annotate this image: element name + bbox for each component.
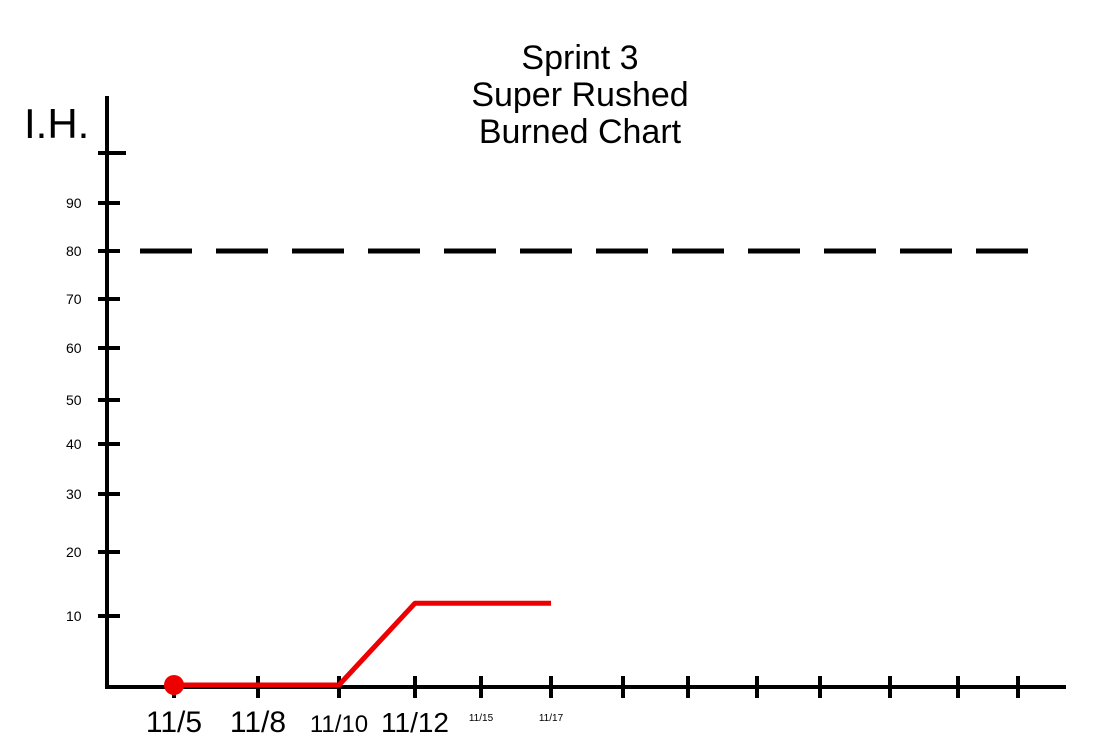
y-tick-label: 50: [66, 392, 82, 408]
y-tick-label: 90: [66, 195, 82, 211]
y-tick-label: 30: [66, 486, 82, 502]
chart-title-line-3: Burned Chart: [478, 113, 682, 151]
series-line: [174, 600, 551, 688]
x-tick-label: 11/17: [539, 713, 564, 724]
y-axis-label: I.H.: [24, 100, 90, 147]
start-point-marker: [164, 675, 184, 695]
y-tick-label: 10: [66, 608, 82, 624]
y-tick-label: 40: [66, 436, 82, 452]
y-tick-label: 80: [66, 243, 82, 259]
x-tick-label: 11/12: [381, 707, 449, 738]
y-tick-label: 60: [66, 340, 82, 356]
chart-title-line-2: Super Rushed: [471, 76, 689, 114]
x-tick-label: 11/5: [146, 706, 202, 739]
x-tick-label: 11/8: [230, 706, 286, 739]
y-tick-label: 20: [66, 544, 82, 560]
x-tick-label: 11/15: [469, 713, 494, 724]
chart-title-line-1: Sprint 3: [521, 39, 639, 77]
x-tick-label: 11/10: [310, 711, 368, 738]
y-tick-label: 70: [66, 291, 82, 307]
